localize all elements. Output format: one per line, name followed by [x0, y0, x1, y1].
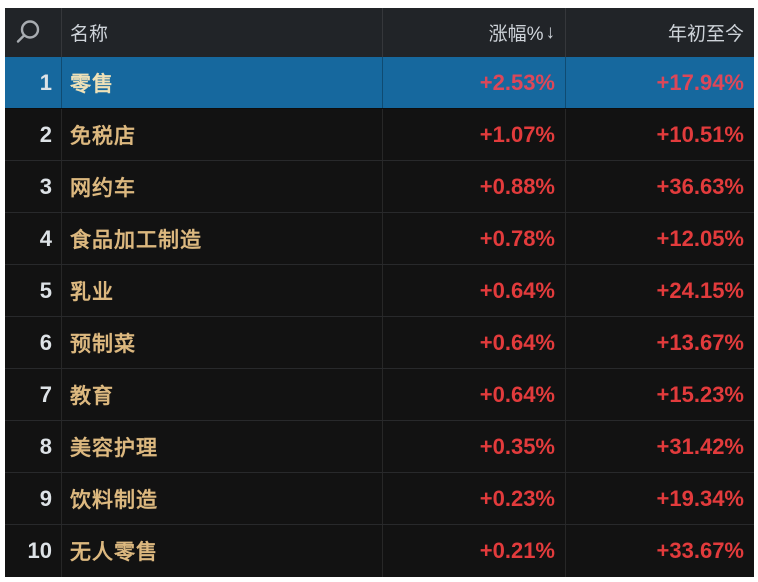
ytd-percent: +31.42%: [656, 433, 744, 459]
ytd-percent: +15.23%: [656, 381, 744, 407]
change-percent: +2.53%: [383, 57, 566, 108]
table-row[interactable]: 3 网约车 +0.88% +36.63%: [5, 161, 754, 213]
sector-name: 美容护理: [62, 421, 383, 472]
change-percent: +0.64%: [383, 265, 566, 316]
table-row[interactable]: 9 饮料制造 +0.23% +19.34%: [5, 473, 754, 525]
change-percent: +0.35%: [383, 421, 566, 472]
ytd-percent: +36.63%: [656, 173, 744, 199]
row-rank: 3: [5, 161, 62, 212]
sector-name: 食品加工制造: [62, 213, 383, 264]
table-row[interactable]: 7 教育 +0.64% +15.23%: [5, 369, 754, 421]
search-icon: [13, 18, 43, 48]
column-header-ytd-label: 年初至今: [667, 24, 744, 45]
change-percent: +0.21%: [383, 525, 566, 577]
ytd-percent: +33.67%: [656, 538, 744, 563]
row-rank: 5: [5, 265, 62, 316]
row-rank: 9: [5, 473, 62, 524]
sector-name: 饮料制造: [62, 473, 383, 524]
ytd-percent: +12.05%: [656, 225, 744, 251]
row-rank: 6: [5, 317, 62, 368]
table-row[interactable]: 6 预制菜 +0.64% +13.67%: [5, 317, 754, 369]
row-rank: 4: [5, 213, 62, 264]
change-percent: +0.23%: [383, 473, 566, 524]
table-row[interactable]: 10 无人零售 +0.21% +33.67%: [5, 525, 754, 577]
column-header-ytd[interactable]: 年初至今: [566, 8, 754, 57]
column-header-change[interactable]: 涨幅% ↓: [383, 8, 566, 57]
table-row[interactable]: 2 免税店 +1.07% +10.51%: [5, 109, 754, 161]
table-row[interactable]: 1 零售 +2.53% +17.94%: [5, 57, 754, 109]
column-header-name[interactable]: 名称: [62, 8, 383, 57]
table-header: 名称 涨幅% ↓ 年初至今: [5, 8, 754, 57]
change-percent: +0.64%: [383, 369, 566, 420]
table-row[interactable]: 4 食品加工制造 +0.78% +12.05%: [5, 213, 754, 265]
sector-name: 免税店: [62, 109, 383, 160]
ytd-percent: +19.34%: [656, 485, 744, 511]
table-row[interactable]: 8 美容护理 +0.35% +31.42%: [5, 421, 754, 473]
ytd-percent: +13.67%: [656, 329, 744, 355]
sector-rank-table: 名称 涨幅% ↓ 年初至今 1 零售 +2.53% +17.94% 2 免税店 +…: [5, 8, 754, 577]
sort-descending-icon: ↓: [545, 21, 556, 43]
ytd-percent: +10.51%: [656, 121, 744, 147]
ytd-percent: +17.94%: [656, 69, 744, 95]
change-percent: +0.64%: [383, 317, 566, 368]
change-percent: +0.88%: [383, 161, 566, 212]
column-header-change-label: 涨幅%: [488, 24, 544, 45]
sector-name: 无人零售: [62, 525, 383, 577]
row-rank: 7: [5, 369, 62, 420]
table-body: 1 零售 +2.53% +17.94% 2 免税店 +1.07% +10.51%…: [5, 57, 754, 577]
sector-name: 预制菜: [62, 317, 383, 368]
row-rank: 8: [5, 421, 62, 472]
row-rank: 10: [5, 525, 62, 577]
column-header-name-label: 名称: [70, 24, 109, 45]
ytd-percent: +24.15%: [656, 277, 744, 303]
change-percent: +0.78%: [383, 213, 566, 264]
search-button[interactable]: [5, 8, 62, 57]
sector-name: 网约车: [62, 161, 383, 212]
sector-name: 乳业: [62, 265, 383, 316]
table-row[interactable]: 5 乳业 +0.64% +24.15%: [5, 265, 754, 317]
sector-name: 零售: [62, 57, 383, 108]
row-rank: 1: [5, 57, 62, 108]
sector-name: 教育: [62, 369, 383, 420]
change-percent: +1.07%: [383, 109, 566, 160]
row-rank: 2: [5, 109, 62, 160]
